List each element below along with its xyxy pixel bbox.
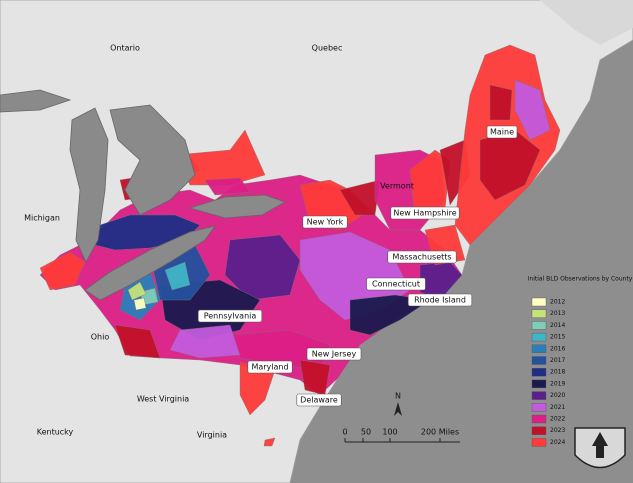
county-region	[114, 324, 161, 359]
legend-label: 2021	[550, 404, 565, 411]
legend-swatch	[531, 344, 547, 353]
place-label: Ohio	[91, 333, 110, 342]
scale-label: 100	[382, 428, 397, 437]
legend-label: 2022	[550, 416, 565, 423]
legend-label: 2024	[550, 439, 565, 446]
place-label: Michigan	[24, 214, 60, 223]
legend-label: 2012	[550, 299, 565, 306]
legend-label: 2014	[550, 322, 565, 329]
county-region	[204, 177, 251, 196]
county-region	[339, 179, 381, 216]
county-region	[514, 79, 551, 141]
place-label: New York	[307, 218, 344, 227]
place-label: Delaware	[300, 396, 338, 405]
label-box	[390, 206, 460, 220]
place-label: Connecticut	[372, 280, 420, 289]
scale-bar: 0 50 100 200 Miles	[342, 428, 460, 443]
lake-superior	[0, 89, 72, 113]
lake-ontario	[188, 194, 286, 219]
legend-swatch	[531, 356, 547, 365]
place-label: Vermont	[380, 182, 414, 191]
scale-label: 0	[342, 428, 347, 437]
county-region	[174, 129, 266, 186]
place-label: Quebec	[312, 44, 343, 53]
label-box	[247, 360, 293, 374]
scale-label: 50	[361, 428, 371, 437]
legend-label: 2017	[550, 357, 565, 364]
north-label: N	[395, 392, 401, 401]
legend-title: Initial BLD Observations by County	[528, 276, 633, 283]
great-lakes	[0, 89, 286, 301]
county-region	[224, 234, 301, 301]
legend-label: 2018	[550, 369, 565, 376]
place-label: New Jersey	[312, 350, 357, 359]
legend-label: 2015	[550, 334, 565, 341]
legend-swatch	[531, 438, 547, 447]
legend-label: 2013	[550, 310, 565, 317]
legend-label: 2019	[550, 380, 565, 387]
county-region	[263, 437, 276, 447]
place-label: Virginia	[197, 431, 227, 440]
place-label: Maryland	[251, 363, 288, 372]
place-label: New Hampshire	[393, 209, 456, 218]
place-label: Kentucky	[37, 428, 74, 437]
label-box	[296, 393, 342, 407]
lake-michigan	[69, 107, 109, 263]
legend-swatch	[531, 426, 547, 435]
label-box	[407, 293, 473, 307]
agency-logo	[574, 427, 626, 469]
legend-swatch	[531, 321, 547, 330]
legend-swatch	[531, 379, 547, 389]
legend-swatch	[531, 403, 547, 412]
scale-label: 200 Miles	[421, 428, 459, 437]
lake-erie	[84, 225, 216, 301]
county-region	[127, 281, 147, 301]
legend-swatch	[531, 414, 547, 424]
county-region	[489, 84, 513, 121]
label-box	[486, 125, 518, 139]
legend-swatch	[531, 332, 547, 342]
label-box	[197, 309, 263, 323]
legend-label: 2023	[550, 427, 565, 434]
county-region	[133, 297, 147, 311]
legend-swatch	[531, 391, 547, 400]
legend-label: 2020	[550, 392, 565, 399]
place-label: Pennsylvania	[204, 312, 257, 321]
legend-swatch	[531, 309, 547, 318]
legend-swatch	[531, 368, 547, 377]
county-region	[169, 324, 241, 359]
label-box	[302, 215, 348, 229]
legend-swatch	[531, 297, 547, 307]
label-box	[387, 250, 457, 264]
place-labels: Ontario Quebec Michigan New York Vermont New …	[24, 44, 518, 440]
label-box	[306, 347, 362, 361]
county-region	[164, 261, 191, 291]
lake-huron	[109, 104, 196, 216]
canada-coast	[540, 0, 633, 45]
place-label: Massachusetts	[392, 253, 451, 262]
county-region	[39, 251, 86, 291]
place-label: Maine	[490, 128, 514, 137]
legend: Initial BLD Observations by County 2012 2…	[528, 276, 633, 447]
label-box	[366, 277, 426, 291]
north-arrow	[394, 402, 402, 416]
logo-tree	[592, 432, 608, 458]
place-label: Rhode Island	[414, 296, 466, 305]
legend-label: 2016	[550, 345, 565, 352]
place-label: Ontario	[110, 44, 140, 53]
place-label: West Virginia	[137, 395, 189, 404]
